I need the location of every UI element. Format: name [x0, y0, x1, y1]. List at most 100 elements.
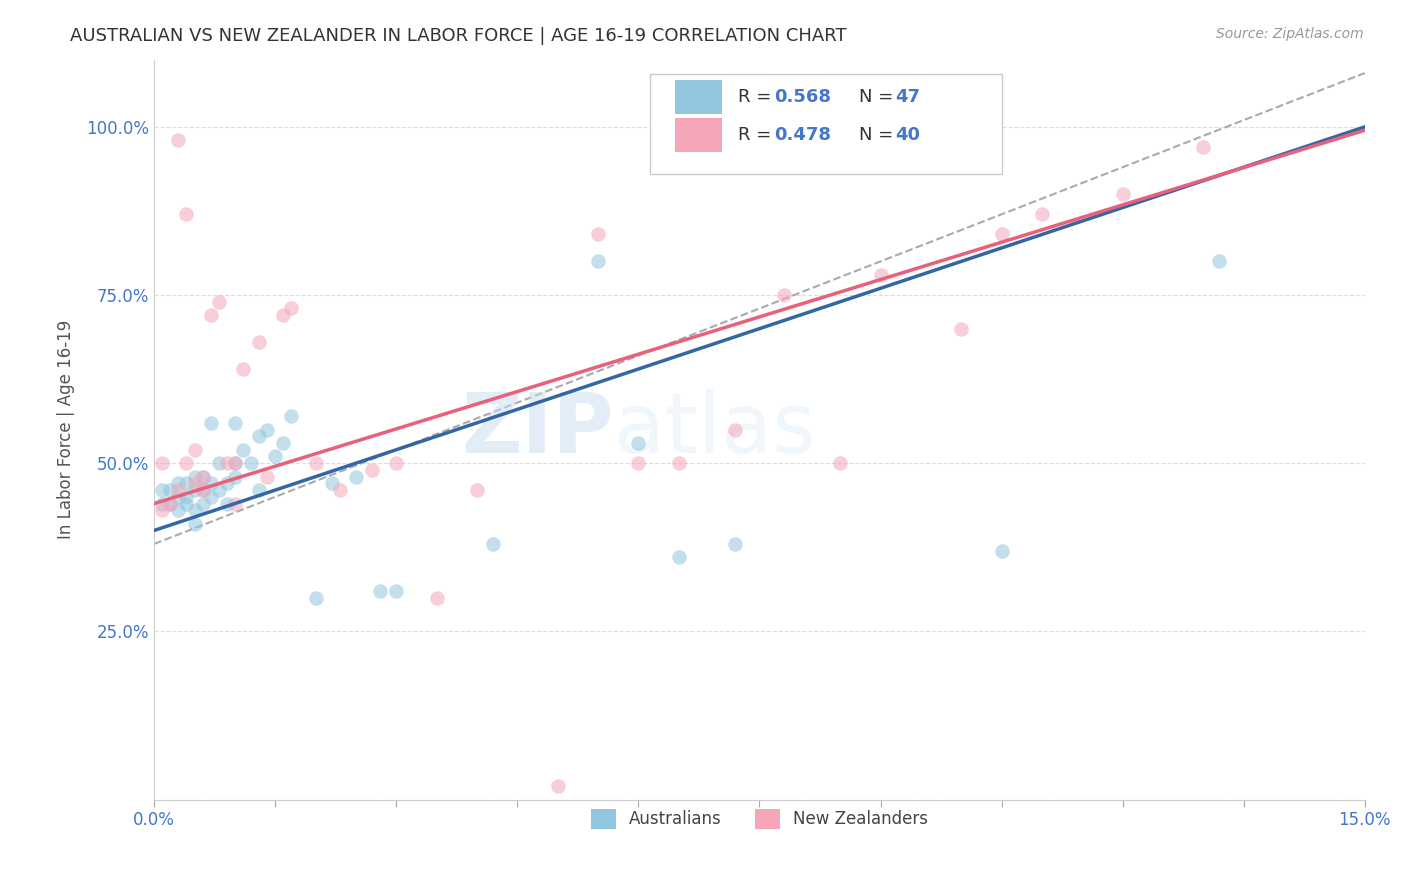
Point: [183, 442, 205, 457]
Point: [176, 490, 198, 504]
Point: [385, 456, 408, 470]
Point: [304, 591, 326, 605]
Point: [191, 483, 214, 497]
Point: [950, 321, 973, 335]
Point: [200, 308, 222, 322]
Point: [240, 456, 263, 470]
Point: [150, 503, 173, 517]
Point: [224, 456, 246, 470]
Point: [271, 308, 294, 322]
Text: Source: ZipAtlas.com: Source: ZipAtlas.com: [1216, 27, 1364, 41]
Point: [167, 133, 190, 147]
Point: [426, 591, 449, 605]
Point: [200, 476, 222, 491]
Point: [271, 436, 294, 450]
Point: [224, 416, 246, 430]
Point: [183, 516, 205, 531]
Point: [385, 584, 408, 599]
Point: [547, 779, 569, 793]
Point: [368, 584, 391, 599]
Point: [215, 456, 238, 470]
Text: 40: 40: [896, 126, 920, 145]
Point: [191, 497, 214, 511]
Point: [1208, 254, 1230, 268]
Point: [361, 463, 384, 477]
Point: [183, 469, 205, 483]
Point: [183, 503, 205, 517]
Point: [586, 254, 609, 268]
Point: [150, 456, 173, 470]
Point: [159, 497, 181, 511]
Point: [772, 288, 794, 302]
Point: [208, 483, 231, 497]
Point: [176, 497, 198, 511]
Point: [191, 469, 214, 483]
Point: [264, 450, 287, 464]
Point: [191, 483, 214, 497]
Text: R =: R =: [738, 126, 776, 145]
Point: [1031, 207, 1053, 221]
Point: [668, 456, 690, 470]
Point: [176, 456, 198, 470]
Point: [304, 456, 326, 470]
Point: [150, 483, 173, 497]
Point: [167, 483, 190, 497]
Point: [167, 503, 190, 517]
Point: [215, 497, 238, 511]
Point: [167, 476, 190, 491]
Legend: Australians, New Zealanders: Australians, New Zealanders: [583, 802, 935, 836]
Point: [183, 476, 205, 491]
Text: 0.478: 0.478: [773, 126, 831, 145]
Point: [280, 301, 302, 316]
Point: [191, 469, 214, 483]
Point: [232, 442, 254, 457]
Point: [183, 483, 205, 497]
Point: [247, 429, 270, 443]
Point: [280, 409, 302, 423]
Point: [668, 550, 690, 565]
Text: ZIP: ZIP: [461, 389, 614, 470]
Point: [176, 207, 198, 221]
Point: [869, 268, 891, 282]
Point: [830, 456, 852, 470]
Text: 0.568: 0.568: [773, 87, 831, 105]
Text: R =: R =: [738, 87, 776, 105]
Point: [627, 456, 650, 470]
Point: [724, 423, 747, 437]
Text: N =: N =: [859, 87, 898, 105]
Point: [232, 362, 254, 376]
Point: [990, 543, 1012, 558]
Point: [465, 483, 488, 497]
Point: [224, 469, 246, 483]
Point: [1111, 187, 1133, 202]
Text: atlas: atlas: [614, 389, 815, 470]
Point: [150, 497, 173, 511]
Point: [159, 483, 181, 497]
Point: [256, 423, 278, 437]
Point: [329, 483, 352, 497]
Point: [247, 335, 270, 350]
Text: N =: N =: [859, 126, 898, 145]
Point: [208, 294, 231, 309]
Point: [482, 537, 505, 551]
Point: [321, 476, 343, 491]
Y-axis label: In Labor Force | Age 16-19: In Labor Force | Age 16-19: [58, 320, 75, 539]
Point: [224, 497, 246, 511]
Text: AUSTRALIAN VS NEW ZEALANDER IN LABOR FORCE | AGE 16-19 CORRELATION CHART: AUSTRALIAN VS NEW ZEALANDER IN LABOR FOR…: [70, 27, 846, 45]
Point: [159, 497, 181, 511]
Point: [224, 456, 246, 470]
Point: [344, 469, 367, 483]
Point: [990, 227, 1012, 242]
Point: [200, 416, 222, 430]
Point: [176, 476, 198, 491]
Point: [200, 490, 222, 504]
Point: [627, 436, 650, 450]
Point: [247, 483, 270, 497]
Text: 47: 47: [896, 87, 920, 105]
FancyBboxPatch shape: [675, 79, 721, 113]
Point: [167, 490, 190, 504]
Point: [586, 227, 609, 242]
FancyBboxPatch shape: [651, 74, 1001, 174]
Point: [256, 469, 278, 483]
Point: [724, 537, 747, 551]
